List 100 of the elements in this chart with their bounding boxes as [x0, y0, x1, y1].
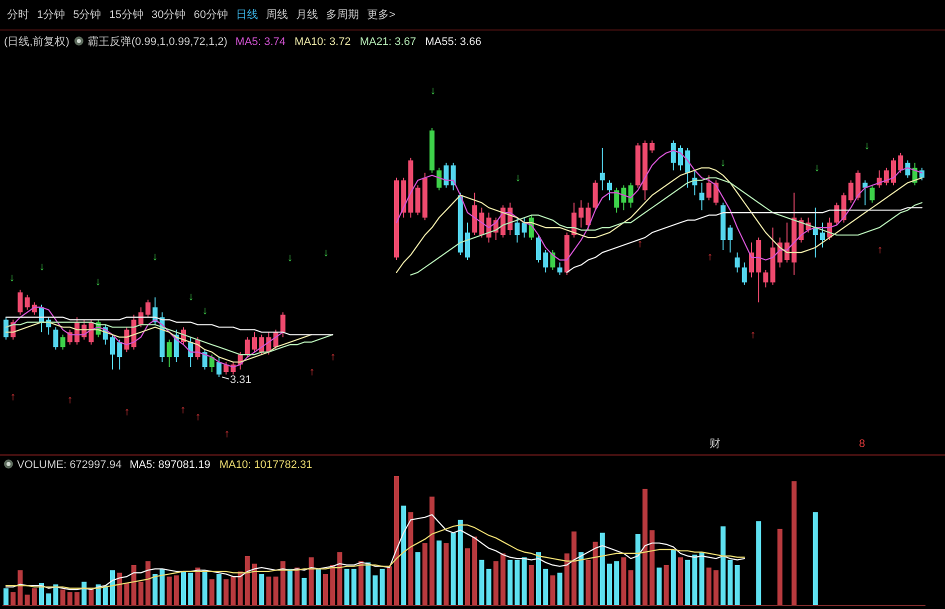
bar	[60, 590, 66, 605]
bar	[316, 568, 321, 605]
text: 日线	[236, 8, 258, 21]
candlestick	[763, 269, 768, 288]
annotation: ↓	[864, 140, 870, 152]
candlestick	[280, 312, 286, 338]
annotation: ↑	[309, 366, 315, 378]
bar	[146, 561, 150, 605]
bar	[450, 532, 456, 605]
bar	[670, 550, 676, 605]
text: ↑	[124, 406, 130, 418]
candlestick	[479, 207, 484, 238]
candlestick	[706, 174, 712, 201]
candlestick	[146, 299, 150, 318]
candlestick	[891, 157, 896, 186]
text: 周线	[266, 8, 288, 21]
bar	[812, 512, 818, 605]
bar	[152, 574, 158, 605]
candlestick	[848, 180, 854, 204]
bar	[288, 568, 292, 605]
bar	[74, 592, 80, 605]
bar	[685, 560, 690, 605]
candlestick	[53, 326, 58, 350]
bar	[607, 564, 612, 605]
bar	[479, 560, 484, 605]
bar	[586, 560, 591, 605]
bar	[266, 576, 272, 605]
bar	[302, 578, 307, 605]
bar	[678, 557, 683, 605]
bar	[472, 536, 478, 605]
bar	[600, 532, 605, 605]
bar	[415, 552, 420, 605]
bar	[323, 574, 328, 605]
candlestick	[607, 180, 612, 201]
candlestick	[543, 250, 548, 273]
annotation: ↑	[750, 329, 756, 341]
legend: MA5: 897081.19 MA10: 1017782.31	[130, 459, 312, 471]
candlestick	[870, 184, 875, 204]
bar	[18, 570, 23, 605]
bar	[330, 565, 336, 605]
bar	[39, 583, 44, 605]
candlestick	[216, 356, 222, 378]
bar	[10, 592, 16, 605]
candlestick	[650, 140, 655, 154]
bar	[230, 576, 236, 605]
bar	[244, 556, 250, 605]
bar	[82, 582, 87, 605]
text: 财	[710, 437, 720, 450]
candlestick	[244, 336, 250, 358]
chart-subtitle: 霸王反弹(0.99,1,0.99,72,1,2)	[87, 35, 228, 48]
candlestick	[728, 224, 733, 253]
bar	[614, 561, 620, 605]
legend: MA5: 3.74 MA10: 3.72 MA21: 3.67 MA55: 3.66	[235, 36, 482, 48]
text: 30分钟	[152, 9, 186, 21]
text: 8	[858, 438, 866, 450]
bar	[372, 575, 378, 605]
bar	[664, 565, 669, 605]
note: 3.31	[222, 374, 252, 386]
candlestick	[884, 167, 889, 186]
candlestick	[450, 162, 456, 191]
bar	[102, 586, 108, 605]
annotation: ↓	[152, 251, 158, 263]
annotation: 3.31	[230, 374, 252, 386]
bar	[294, 568, 300, 605]
bar	[536, 552, 541, 605]
candlestick	[557, 262, 562, 276]
bar	[181, 571, 186, 605]
text: ↑	[10, 391, 16, 403]
bar	[344, 568, 350, 605]
bar	[543, 568, 548, 605]
bar	[53, 584, 58, 605]
bar	[572, 531, 576, 605]
annotation: ↓	[9, 272, 15, 284]
annotation: ↑	[707, 251, 713, 263]
bar	[216, 574, 222, 605]
candlestick	[600, 147, 605, 191]
candlestick	[514, 217, 520, 244]
annotation: ↓	[188, 291, 194, 303]
bar	[273, 576, 278, 605]
bar	[500, 553, 506, 605]
annotation: ↓	[39, 261, 45, 273]
bar	[366, 562, 371, 605]
text: ↑	[195, 411, 201, 423]
bar	[578, 552, 584, 605]
bar	[195, 568, 200, 605]
bar	[756, 521, 762, 605]
candlestick	[252, 332, 257, 353]
annotation: ↓	[814, 162, 820, 174]
annotation: ↑	[877, 244, 883, 256]
bar	[734, 565, 740, 605]
bar	[351, 568, 356, 605]
candlestick	[586, 202, 591, 231]
annotation: ↓	[720, 157, 726, 169]
candlestick	[444, 162, 449, 188]
bar	[720, 526, 726, 605]
bar	[792, 481, 797, 605]
bar	[465, 548, 470, 605]
text: ↑	[180, 404, 186, 416]
bar	[160, 568, 165, 605]
candlestick	[742, 262, 747, 286]
